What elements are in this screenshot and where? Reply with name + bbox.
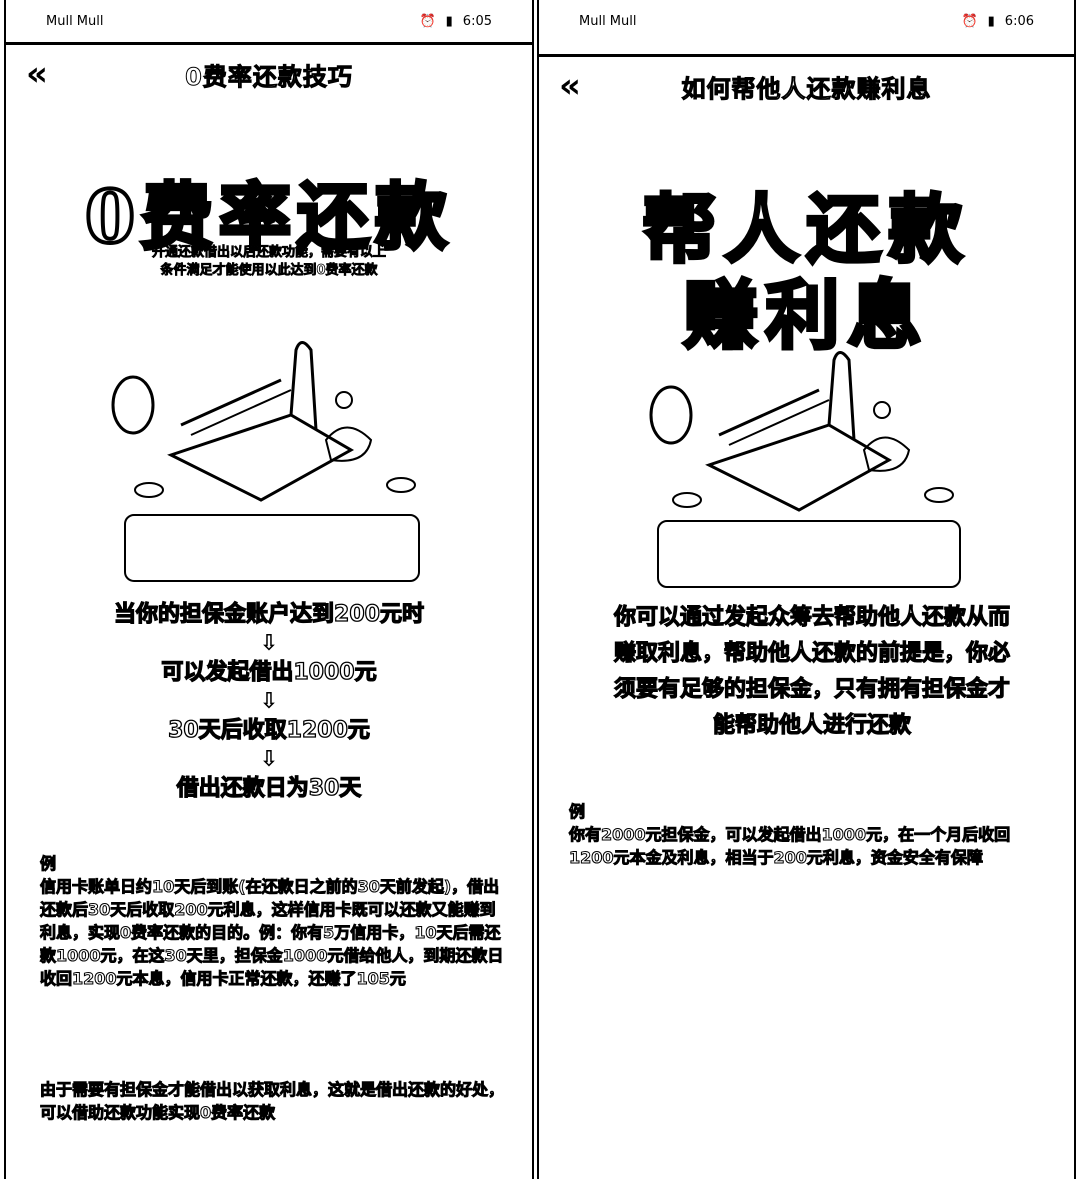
- alarm-icon: ⏰: [961, 13, 978, 29]
- example-heading: 例: [40, 854, 57, 874]
- page-title: 0费率还款技巧: [185, 62, 353, 91]
- example-text: 信用卡账单日约10天后到账(在还款日之前的30天前发起)，借出还款后30天后收取…: [40, 877, 504, 989]
- promo-banner[interactable]: [657, 520, 961, 588]
- hero-title-line2: 赚利息: [682, 271, 930, 361]
- flow-step: 可以发起借出1000元: [161, 659, 378, 685]
- alarm-icon: ⏰: [419, 13, 436, 29]
- flow-step: 30天后收取1200元: [167, 717, 370, 743]
- status-bar: Mull Mull ⏰ ▮ 6:06: [579, 8, 1034, 34]
- example-section: 例 信用卡账单日约10天后到账(在还款日之前的30天前发起)，借出还款后30天后…: [40, 852, 510, 990]
- arrow-down-icon: ⇩: [259, 747, 279, 772]
- flow-steps: 当你的担保金账户达到200元时 ⇩ 可以发起借出1000元 ⇩ 30天后收取12…: [6, 600, 532, 804]
- example-text: 你有2000元担保金，可以发起借出1000元，在一个月后收回1200元本金及利息…: [569, 825, 1011, 868]
- example-section: 例 你有2000元担保金，可以发起借出1000元，在一个月后收回1200元本金及…: [569, 800, 1049, 869]
- clock: 6:05: [462, 13, 492, 29]
- page-title: 如何帮他人还款赚利息: [681, 74, 932, 103]
- clock: 6:06: [1004, 13, 1034, 29]
- signal-indicator: Mull Mull: [46, 13, 104, 29]
- flow-step: 借出还款日为30天: [176, 775, 362, 801]
- status-bar: Mull Mull ⏰ ▮ 6:05: [46, 8, 492, 34]
- phone-coins-illustration: [649, 351, 954, 512]
- hero-title: 0费率还款: [83, 172, 454, 261]
- example-heading: 例: [569, 802, 586, 822]
- hero-title-line1: 帮人还款: [641, 185, 971, 275]
- left-phone-screen: Mull Mull ⏰ ▮ 6:05 « 0费率还款技巧 0费率还款 开通还款借…: [4, 0, 534, 1179]
- nav-bar: « 如何帮他人还款赚利息: [539, 54, 1074, 115]
- battery-icon: ▮: [987, 13, 995, 29]
- description-text: 你可以通过发起众筹去帮助他人还款从而赚取利息，帮助他人还款的前提是，你必须要有足…: [613, 604, 1010, 738]
- nav-bar: « 0费率还款技巧: [6, 42, 532, 103]
- back-icon[interactable]: «: [559, 66, 581, 106]
- promo-banner[interactable]: [124, 514, 420, 582]
- phone-coins-illustration: [111, 341, 416, 502]
- battery-icon: ▮: [445, 13, 453, 29]
- signal-indicator: Mull Mull: [579, 13, 637, 29]
- back-icon[interactable]: «: [26, 54, 48, 94]
- right-phone-screen: Mull Mull ⏰ ▮ 6:06 « 如何帮他人还款赚利息 帮人还款 赚利息…: [537, 0, 1076, 1179]
- arrow-down-icon: ⇩: [259, 631, 279, 656]
- note-text: 由于需要有担保金才能借出以获取利息，这就是借出还款的好处，可以借助还款功能实现0…: [40, 1080, 505, 1123]
- arrow-down-icon: ⇩: [259, 689, 279, 714]
- flow-step: 当你的担保金账户达到200元时: [113, 601, 424, 627]
- hero-subtitle: 开通还款借出以后还款功能，需要有以上 条件满足才能使用以此达到0费率还款: [151, 245, 387, 279]
